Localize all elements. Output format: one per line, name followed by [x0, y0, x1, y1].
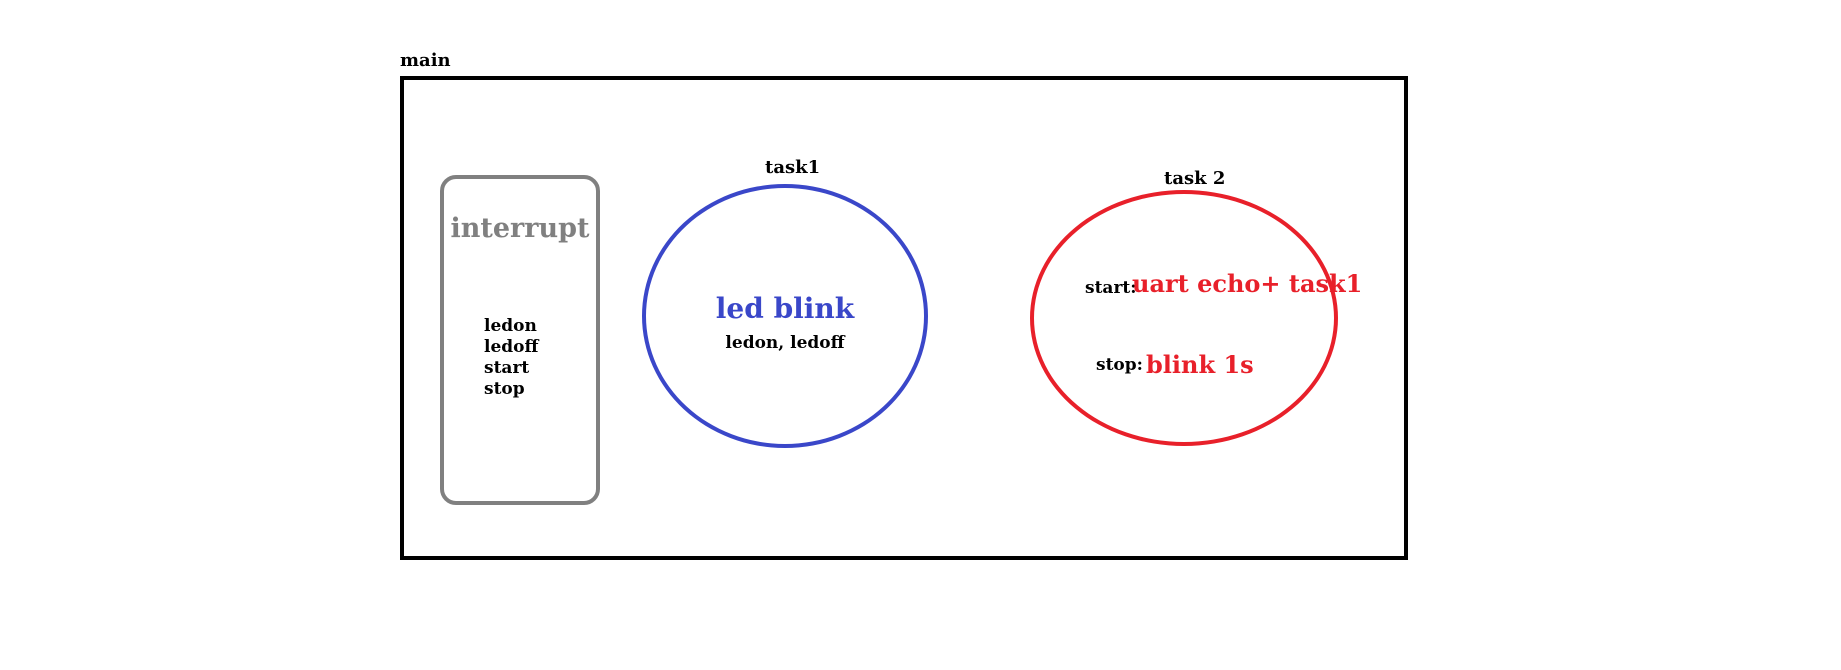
task2-ellipse	[1030, 190, 1338, 446]
task1-ellipse	[642, 184, 928, 448]
task2-stop-key: stop:	[1096, 355, 1143, 375]
interrupt-command-ledon: ledon	[484, 316, 537, 336]
main-container	[400, 76, 1408, 560]
task1-subtitle: ledon, ledoff	[725, 333, 845, 353]
task2-label: task 2	[1164, 168, 1226, 189]
main-label: main	[400, 50, 451, 71]
task2-stop-value: blink 1s	[1146, 350, 1254, 379]
interrupt-command-stop: stop	[484, 379, 525, 399]
task2-start-value: uart echo+ task1	[1132, 269, 1363, 298]
task1-label: task1	[765, 157, 821, 178]
interrupt-command-ledoff: ledoff	[484, 337, 539, 357]
interrupt-command-start: start	[484, 358, 530, 378]
task2-start-key: start:	[1085, 278, 1137, 298]
interrupt-box	[440, 175, 600, 505]
interrupt-command-list: ledon ledoff start stop	[484, 316, 538, 400]
interrupt-title: interrupt	[450, 213, 590, 244]
task1-title: led blink	[715, 292, 855, 325]
